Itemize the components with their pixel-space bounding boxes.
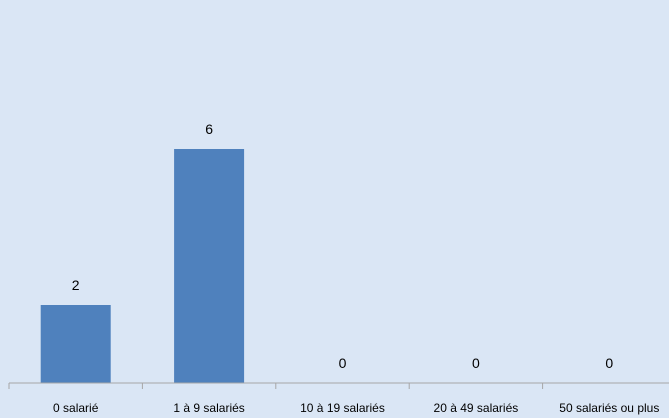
data-label: 6 xyxy=(205,121,213,137)
category-label: 10 à 19 salariés xyxy=(300,401,385,415)
data-label: 0 xyxy=(605,355,613,371)
category-label: 1 à 9 salariés xyxy=(173,401,244,415)
data-label: 0 xyxy=(339,355,347,371)
category-label: 0 salarié xyxy=(53,401,99,415)
category-label: 50 salariés ou plus xyxy=(559,401,659,415)
bars-group xyxy=(40,149,245,383)
data-labels-group: 2 6 0 0 0 xyxy=(72,121,614,371)
bar xyxy=(40,305,111,383)
bar xyxy=(174,149,245,383)
category-label: 20 à 49 salariés xyxy=(434,401,519,415)
x-axis-ticks xyxy=(8,383,544,389)
data-label: 0 xyxy=(472,355,480,371)
data-label: 2 xyxy=(72,277,80,293)
category-labels-group: 0 salarié 1 à 9 salariés 10 à 19 salariés 2… xyxy=(53,401,659,415)
